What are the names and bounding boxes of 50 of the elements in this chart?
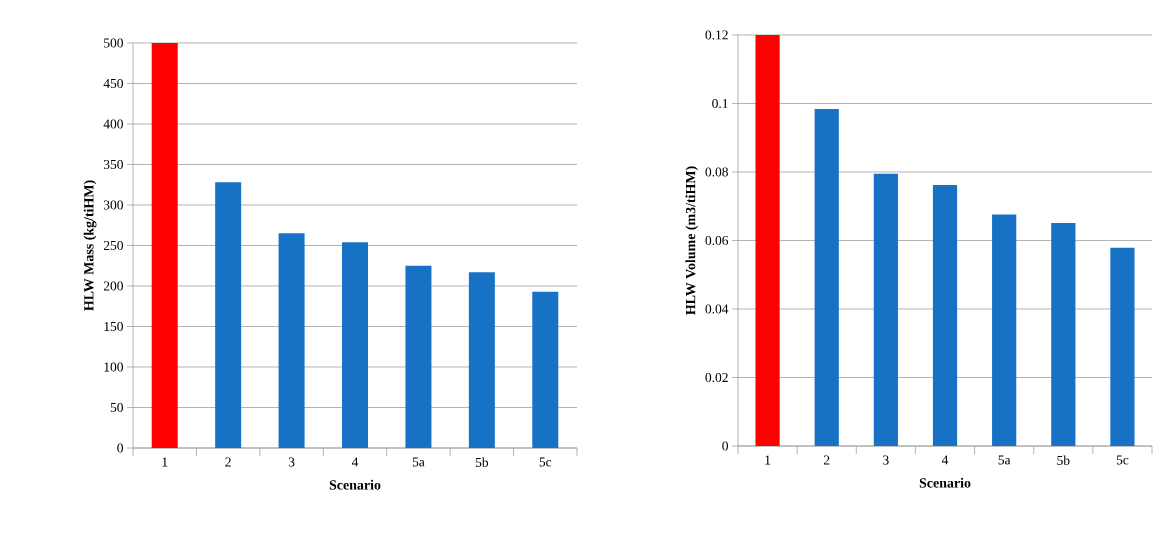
- x-tick-label: 5c: [1116, 455, 1129, 465]
- x-tick-label: 5a: [412, 457, 425, 467]
- x-tick-label: 5b: [475, 457, 489, 467]
- y-tick-label: 400: [103, 119, 123, 129]
- y-tick-label: 50: [110, 402, 123, 413]
- bar: [342, 242, 368, 448]
- bar: [992, 214, 1017, 446]
- y-axis-title: HLW Volume (m3/tiHM): [685, 166, 699, 315]
- y-tick-label: 450: [103, 78, 123, 89]
- y-tick-label: 0.02: [705, 372, 728, 383]
- y-tick-label: 0.04: [705, 304, 729, 314]
- bar: [278, 233, 305, 448]
- x-axis-title: Scenario: [329, 479, 381, 490]
- bar: [932, 185, 958, 446]
- y-tick-label: 0.12: [705, 30, 728, 40]
- x-tick-label: 3: [288, 457, 295, 467]
- y-tick-label: 0.08: [705, 167, 728, 177]
- bar: [1110, 247, 1135, 446]
- bar: [755, 35, 780, 446]
- x-tick-label: 3: [883, 455, 889, 465]
- x-tick-label: 5b: [1057, 455, 1070, 465]
- x-axis-title: Scenario: [919, 477, 971, 488]
- x-tick-label: 1: [162, 457, 168, 467]
- x-tick-label: 4: [351, 457, 359, 467]
- x-tick-label: 5a: [998, 455, 1011, 465]
- bar: [405, 265, 432, 448]
- y-tick-label: 150: [104, 321, 123, 332]
- bar: [215, 182, 242, 448]
- y-tick-label: 0.06: [705, 235, 729, 246]
- y-tick-label: 300: [103, 200, 123, 210]
- y-tick-label: 500: [104, 38, 123, 48]
- bar: [151, 43, 178, 448]
- y-tick-label: 0.1: [712, 98, 728, 109]
- bar: [814, 108, 839, 446]
- y-tick-label: 100: [104, 362, 123, 372]
- y-tick-label: 250: [103, 240, 123, 251]
- x-tick-label: 2: [225, 457, 231, 467]
- x-tick-label: 2: [823, 455, 830, 465]
- bar: [468, 272, 495, 448]
- y-tick-label: 350: [103, 159, 123, 170]
- bar: [873, 173, 898, 446]
- x-tick-label: 5c: [539, 457, 552, 467]
- x-tick-label: 1: [765, 455, 771, 465]
- y-tick-label: 0: [722, 441, 728, 451]
- x-tick-label: 4: [941, 455, 949, 465]
- y-axis-title: HLW Mass (kg/tiHM): [83, 180, 97, 311]
- y-tick-label: 0: [117, 443, 123, 453]
- bar: [1051, 223, 1076, 446]
- y-tick-label: 200: [103, 281, 123, 291]
- bar: [532, 291, 559, 448]
